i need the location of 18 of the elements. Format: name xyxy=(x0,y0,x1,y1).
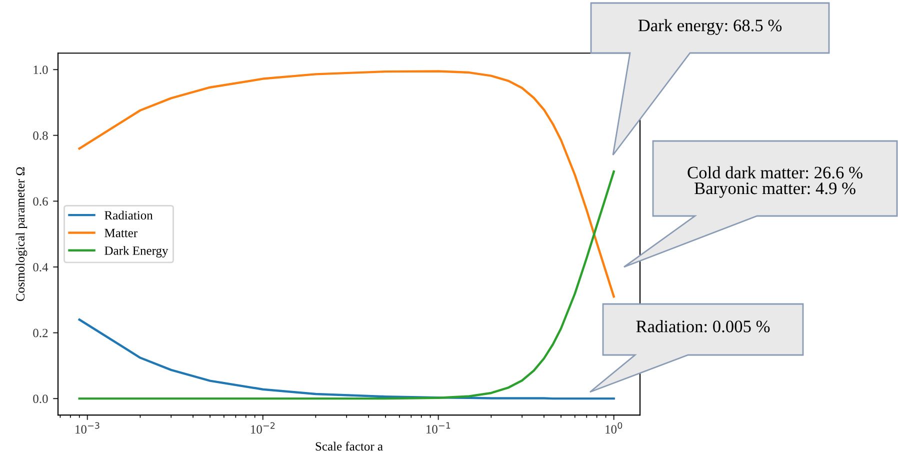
text: Cold dark matter: 26.6 % Baryonic matter: 4.9 % xyxy=(688,166,862,198)
x-tick-label: 10$^{0}$ xyxy=(606,422,622,434)
text: Dark energy: 68.5 % xyxy=(638,19,782,35)
x-axis-title: Scale factor a xyxy=(316,442,383,451)
y-tick-label: 0.2 xyxy=(33,328,48,338)
legend-label: Matter xyxy=(104,228,138,238)
legend-label: Dark Energy xyxy=(104,246,168,258)
x-tick-label: 10$^{−2}$ xyxy=(251,422,275,434)
y-tick-label: 0.6 xyxy=(33,197,48,206)
annotation: Radiation: 0.005 % xyxy=(636,320,770,332)
y-tick-label: 0.0 xyxy=(33,394,48,404)
y-tick-label: 0.8 xyxy=(33,131,48,140)
x-tick-label: 10$^{−1}$ xyxy=(426,422,450,434)
x-tick-label: 10$^{−3}$ xyxy=(76,422,100,434)
y-axis-title: Cosmological parameter Ω xyxy=(16,167,28,302)
y-tick-label: 0.4 xyxy=(33,262,48,272)
legend-label: Radiation xyxy=(104,210,153,220)
y-tick-label: 1.0 xyxy=(34,66,48,74)
